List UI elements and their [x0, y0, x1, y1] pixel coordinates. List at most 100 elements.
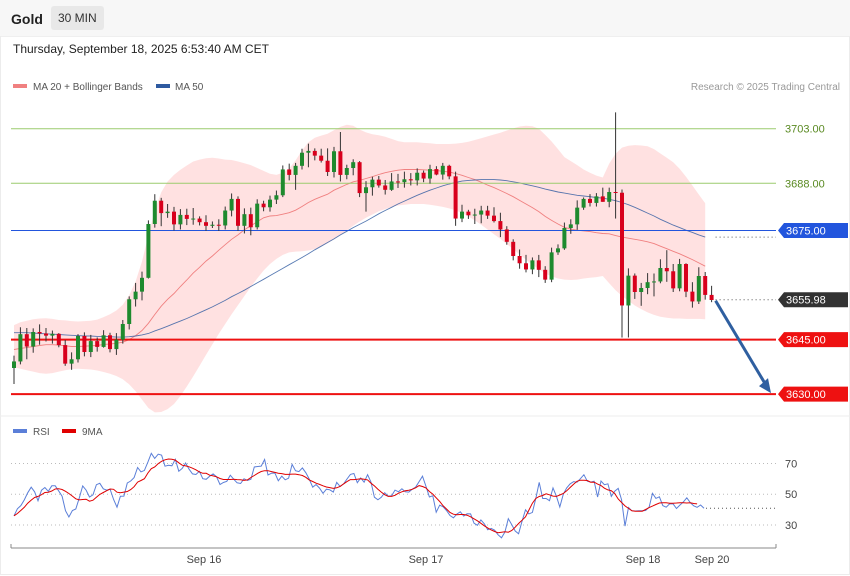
- pivot-tag-bg: [778, 223, 848, 239]
- last-price-tag-label: 3655.98: [786, 295, 826, 307]
- candle-body: [248, 214, 253, 228]
- candle: [76, 334, 80, 363]
- candle-body: [178, 214, 183, 225]
- price-legend: MA 20 + Bollinger Bands MA 50 Research ©…: [13, 82, 840, 93]
- candle: [408, 173, 413, 186]
- candle-body: [460, 211, 464, 219]
- candle-body: [120, 324, 125, 340]
- candle: [562, 222, 567, 250]
- candle-body: [191, 218, 196, 220]
- candle-body: [236, 198, 240, 226]
- candle-body: [632, 275, 637, 292]
- candle-body: [690, 291, 695, 302]
- candle: [31, 328, 36, 353]
- x-axis-label: Sep 16: [187, 554, 222, 566]
- candle-body: [344, 168, 349, 175]
- candle: [344, 164, 349, 180]
- candle-body: [408, 179, 413, 181]
- candle-body: [575, 207, 580, 225]
- candle-body: [268, 199, 272, 208]
- candle: [376, 176, 381, 188]
- candle-body: [44, 333, 48, 336]
- candle: [332, 146, 336, 178]
- candle: [581, 197, 586, 210]
- candle: [396, 173, 400, 188]
- candle: [453, 171, 458, 226]
- candle-body: [639, 288, 644, 292]
- candle: [165, 204, 170, 218]
- candle: [524, 254, 528, 273]
- candle: [101, 330, 106, 348]
- candle: [146, 220, 151, 279]
- candle-body: [114, 339, 119, 350]
- candle: [632, 273, 637, 299]
- candle: [383, 180, 388, 195]
- candle: [274, 190, 279, 204]
- candle: [319, 148, 324, 163]
- candle-body: [204, 222, 208, 226]
- candle: [12, 355, 16, 384]
- candle-body: [671, 271, 676, 289]
- candle-body: [472, 214, 477, 216]
- candle-body: [543, 269, 548, 280]
- candle: [492, 207, 496, 223]
- candle-body: [594, 196, 599, 203]
- timeframe-button[interactable]: 30 MIN: [51, 6, 104, 30]
- candle-body: [428, 169, 432, 179]
- candle-body: [466, 211, 471, 216]
- candle: [588, 194, 592, 207]
- candle: [255, 199, 260, 230]
- copyright-credit: Research © 2025 Trading Central: [691, 82, 840, 93]
- candle-body: [197, 218, 202, 223]
- candle: [645, 273, 650, 295]
- candle-body: [511, 241, 516, 256]
- candle: [216, 219, 221, 231]
- candle-body: [24, 334, 29, 347]
- candle: [485, 205, 490, 219]
- candle: [184, 208, 189, 226]
- candle: [159, 197, 164, 227]
- x-axis-label: Sep 18: [626, 554, 661, 566]
- candle: [56, 333, 61, 348]
- candle: [498, 212, 503, 238]
- candle-body: [613, 192, 618, 193]
- instrument-title: Gold: [11, 11, 43, 27]
- candle: [543, 266, 548, 283]
- candle: [364, 181, 368, 212]
- forecast-arrow-head: [759, 378, 771, 394]
- last-price-tag-bg: [778, 292, 848, 308]
- candle-body: [696, 276, 701, 302]
- candle: [370, 176, 375, 196]
- resistance-label: 3688.00: [785, 178, 825, 190]
- candle: [549, 247, 554, 283]
- candle-body: [159, 200, 164, 214]
- candle-body: [530, 260, 535, 270]
- candle-body: [492, 215, 496, 222]
- x-axis: Sep 16 Sep 17 Sep 18 Sep 20: [10, 544, 777, 566]
- candle-body: [101, 335, 106, 347]
- candle: [447, 164, 452, 180]
- rsi-legend: RSI 9MA: [13, 427, 103, 438]
- support-tag: 3645.00: [778, 332, 848, 348]
- candle-body: [12, 361, 16, 368]
- candle: [280, 165, 285, 198]
- candle: [536, 254, 541, 278]
- candle: [242, 208, 247, 234]
- candle-body: [440, 165, 445, 175]
- support-tag-label: 3630.00: [786, 389, 826, 401]
- support-tag-bg: [778, 332, 848, 348]
- candle: [236, 196, 240, 231]
- candle-body: [677, 264, 682, 289]
- candle-body: [312, 150, 317, 156]
- candle-body: [82, 336, 87, 352]
- rsi-pane: 70 50 30: [11, 452, 797, 539]
- candle: [325, 148, 330, 176]
- candle-body: [95, 341, 100, 347]
- candle-body: [50, 333, 55, 336]
- candle: [511, 239, 516, 261]
- candle-body: [140, 277, 144, 292]
- candle: [357, 161, 362, 198]
- candle: [415, 168, 420, 186]
- pivot-tag: 3675.00: [778, 223, 848, 239]
